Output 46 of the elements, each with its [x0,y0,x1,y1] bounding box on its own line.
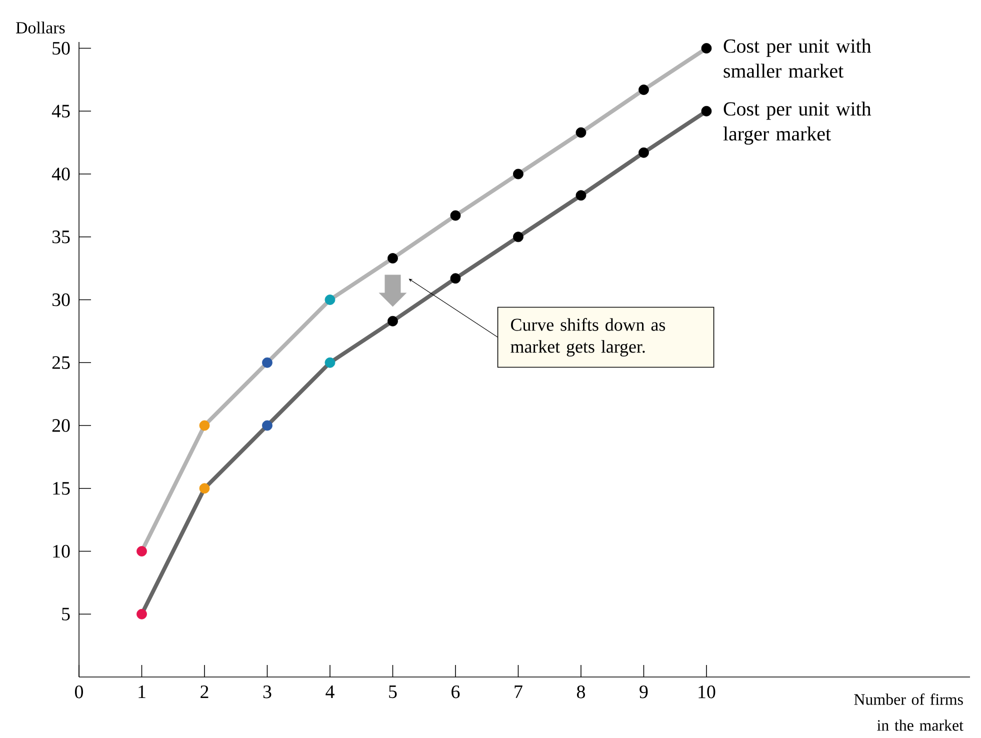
point [262,420,272,431]
series-label: Cost per unit with smaller market [724,38,872,78]
x-tick-label: 10 [698,686,716,698]
point [388,253,398,264]
x-tick-label: 8 [576,686,585,698]
x-tick-label: 1 [138,686,146,698]
point [324,294,336,305]
point [576,127,586,138]
annotation: Curve shifts down as market gets larger. [510,318,666,356]
point [513,232,524,242]
x-tick-label: 4 [326,686,334,698]
y-tick-label: 35 [52,230,70,244]
point [450,273,461,284]
y-tick-label: 45 [52,104,70,118]
point [388,316,398,326]
x-tick-label: 6 [452,686,460,698]
y-tick-label: 25 [52,356,70,369]
point [701,106,712,116]
series-label: Cost per unit with larger market [723,102,872,145]
point [199,420,210,431]
point [576,190,586,201]
x-tick-label: 0 [74,686,83,698]
x-tick-label: 3 [263,686,272,698]
point [199,483,210,494]
point [136,608,147,620]
y-axis-title: Dollars [16,22,65,34]
point [701,43,712,54]
point [513,168,524,180]
point [136,546,147,556]
point [262,357,272,368]
point [638,147,649,158]
x-tick-label: 9 [640,686,648,698]
y-tick-label: 40 [52,168,70,180]
x-tick-label: 2 [200,686,208,698]
y-tick-label: 50 [52,42,70,55]
y-tick-label: 15 [53,482,70,495]
point [450,210,461,221]
point [638,84,649,95]
x-tick-label: 7 [514,686,522,698]
y-tick-label: 10 [53,544,70,558]
y-tick-label: 30 [52,293,70,306]
y-tick-label: 20 [52,419,70,432]
x-axis-title: Number of firms in the market [854,694,964,731]
y-tick-label: 5 [62,608,70,620]
x-tick-label: 5 [389,686,397,698]
point [324,357,336,368]
